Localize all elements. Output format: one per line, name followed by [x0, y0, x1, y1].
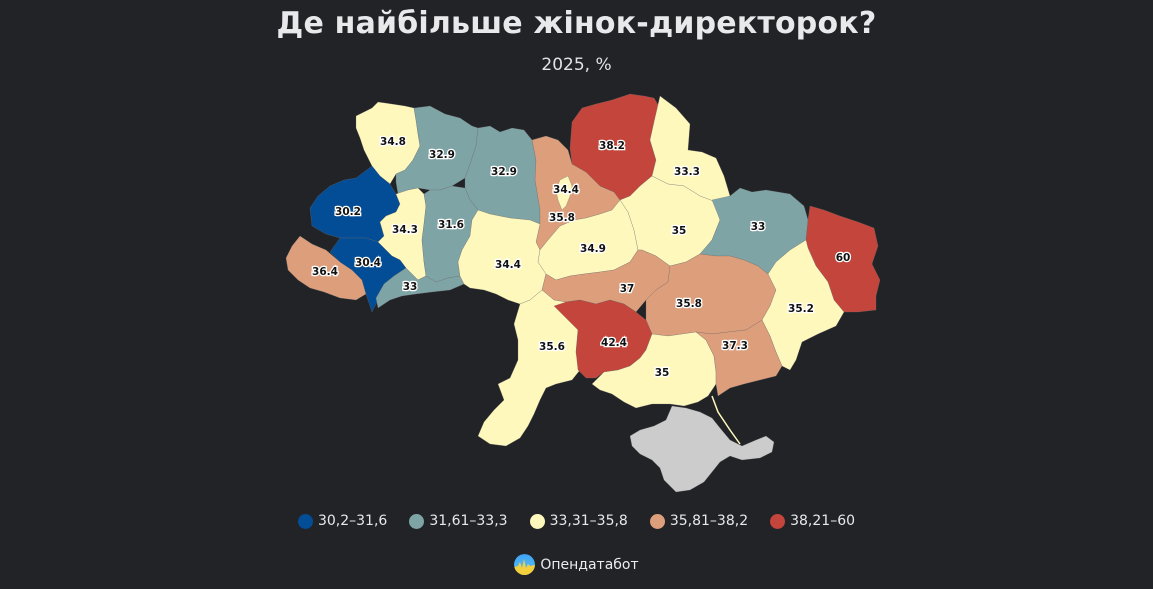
legend-item-bin5[interactable]: 38,21–60	[770, 513, 855, 529]
label-kyiv-city: 34.4	[553, 184, 579, 196]
label-sumy: 33.3	[674, 166, 700, 178]
region-zaporizhzhia[interactable]	[695, 319, 783, 397]
region-kyiv-city[interactable]	[555, 175, 573, 211]
label-rivne: 32.9	[429, 149, 455, 161]
label-kirovohrad: 37	[620, 283, 635, 295]
label-volyn: 34.8	[380, 136, 406, 148]
label-kyiv-oblast: 35.8	[549, 212, 575, 224]
arabat-spit	[711, 395, 741, 445]
legend-item-bin2[interactable]: 31,61–33,3	[409, 513, 508, 529]
label-chernihiv: 38.2	[599, 140, 625, 152]
label-luhansk: 60	[836, 252, 851, 264]
opendatabot-logo-icon	[514, 554, 536, 575]
label-ivano-frankivsk: 30.4	[355, 257, 381, 269]
legend-label: 35,81–38,2	[669, 513, 749, 529]
legend-dot-icon	[649, 513, 665, 529]
legend-dot-icon	[529, 513, 545, 529]
label-mykolaiv: 42.4	[601, 337, 627, 349]
page-subtitle: 2025, %	[541, 55, 612, 75]
legend-item-bin4[interactable]: 35,81–38,2	[649, 513, 749, 529]
region-zakarpattia[interactable]	[285, 235, 367, 301]
label-vinnytsia: 34.4	[495, 259, 521, 271]
label-donetsk: 35.2	[788, 303, 814, 315]
label-odesa: 35.6	[539, 341, 565, 353]
region-labels: 34.8 32.9 32.9 34.4 35.8 38.2 33.3 30.2 …	[311, 135, 852, 381]
label-khmelnytskyi: 31.6	[438, 219, 464, 231]
region-chernivtsi[interactable]	[375, 267, 465, 309]
region-donetsk[interactable]	[761, 239, 845, 371]
label-poltava: 35	[672, 225, 687, 237]
legend-label: 33,31–35,8	[549, 513, 628, 529]
brand-name: Опендатабот	[540, 556, 639, 573]
legend: 30,2–31,6 31,61–33,3 33,31–35,8 35,81–38…	[0, 513, 1153, 529]
legend-label: 31,61–33,3	[429, 513, 508, 529]
legend-label: 38,21–60	[790, 513, 856, 529]
page-title: Де найбільше жінок-директорок?	[276, 6, 877, 41]
label-cherkasy: 34.9	[580, 243, 606, 255]
label-lviv: 30.2	[335, 206, 361, 218]
label-zakarpattia: 36.4	[312, 266, 338, 278]
label-zhytomyr: 32.9	[491, 166, 517, 178]
legend-item-bin3[interactable]: 33,31–35,8	[529, 513, 628, 529]
region-crimea[interactable]	[629, 405, 775, 493]
label-kharkiv: 33	[751, 221, 766, 233]
label-chernivtsi: 33	[403, 281, 418, 293]
legend-item-bin1[interactable]: 30,2–31,6	[297, 513, 388, 529]
label-kherson: 35	[655, 367, 670, 379]
legend-dot-icon	[297, 513, 313, 529]
label-zaporizhzhia: 37.3	[722, 340, 748, 352]
legend-dot-icon	[409, 513, 425, 529]
legend-dot-icon	[770, 513, 786, 529]
label-ternopil: 34.3	[392, 224, 418, 236]
label-dnipro: 35.8	[676, 298, 702, 310]
legend-label: 30,2–31,6	[317, 513, 388, 529]
brand-credit: Опендатабот	[0, 554, 1153, 575]
